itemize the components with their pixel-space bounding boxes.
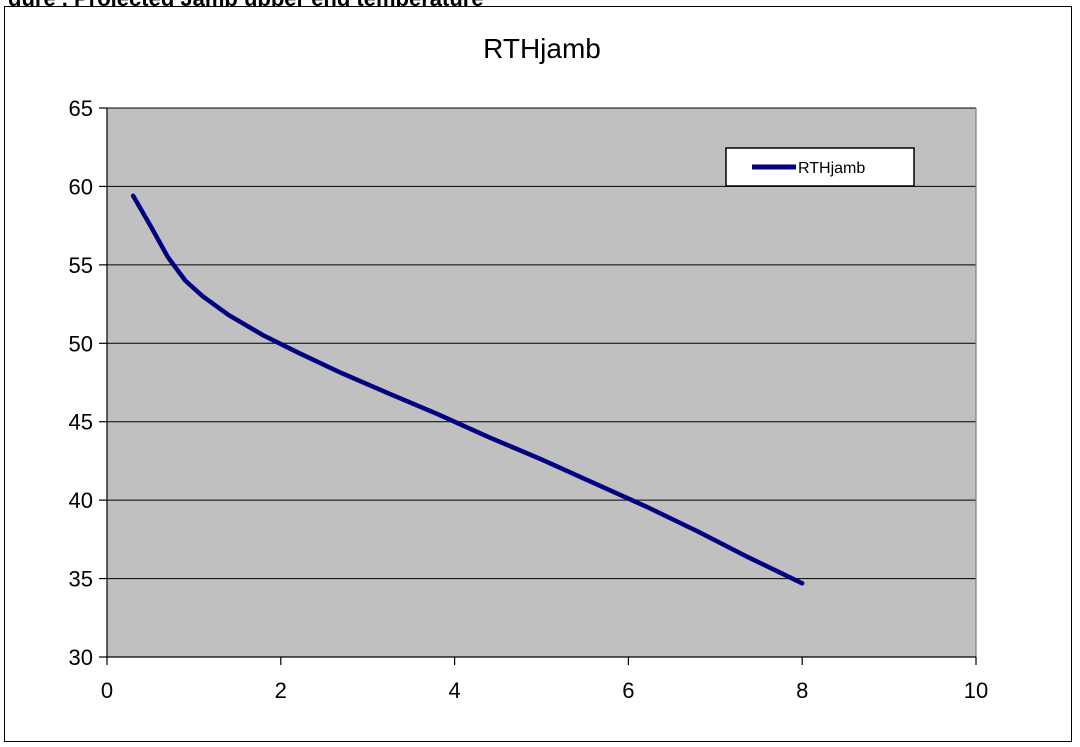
axes	[99, 107, 977, 665]
y-tick-label: 35	[69, 567, 93, 592]
x-tick-label: 2	[275, 678, 287, 703]
figure-caption: gure . Projected Jamb upper end temperat…	[8, 0, 484, 12]
legend: RTHjamb	[725, 147, 915, 187]
x-tick-label: 8	[796, 678, 808, 703]
y-tick-label: 55	[69, 253, 93, 278]
y-tick-label: 30	[69, 645, 93, 670]
y-tick-label: 45	[69, 410, 93, 435]
x-tick-label: 4	[448, 678, 460, 703]
x-tick-label: 6	[622, 678, 634, 703]
series-group	[130, 193, 805, 586]
x-tick-label: 0	[101, 678, 113, 703]
plot-area	[107, 108, 976, 657]
x-tick-label: 10	[964, 678, 988, 703]
y-tick-label: 60	[69, 174, 93, 199]
y-tick-label: 40	[69, 488, 93, 513]
series-line	[130, 193, 805, 586]
grid-lines	[107, 107, 976, 580]
y-tick-label: 65	[69, 96, 93, 121]
legend-label: RTHjamb	[798, 160, 865, 177]
tick-labels: 30 35 40 45 50 55 60 65 0 2 4 6 8 10	[69, 96, 989, 703]
y-tick-label: 50	[69, 331, 93, 356]
chart-title: RTHjamb	[483, 33, 601, 64]
